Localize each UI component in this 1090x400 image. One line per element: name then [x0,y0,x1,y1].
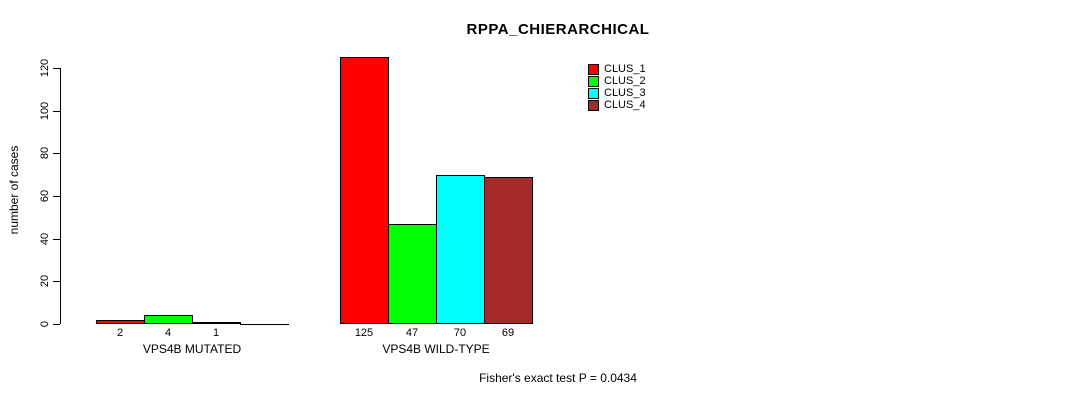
legend-label: CLUS_4 [604,99,646,111]
chart-title: RPPA_CHIERARCHICAL [466,21,650,38]
legend-label: CLUS_1 [604,63,646,75]
x-group-label: VPS4B WILD-TYPE [382,342,490,356]
y-tick-mark [53,324,60,325]
bar-clus_1-group1 [96,320,145,324]
bar-clus_3-group1 [192,322,241,324]
bar-value-label: 4 [164,327,172,339]
y-tick-label: 100 [39,101,51,121]
bar-value-label: 70 [453,327,467,339]
legend-label: CLUS_3 [604,87,646,99]
x-group-label: VPS4B MUTATED [142,342,242,356]
legend-label: CLUS_2 [604,75,646,87]
legend-swatch-clus_3 [588,88,599,99]
bar-clus_4-group2 [484,177,533,324]
legend-swatch-clus_2 [588,76,599,87]
bar-value-label: 2 [116,327,124,339]
bar-clus_2-group2 [388,224,437,324]
y-tick-mark [53,196,60,197]
bar-value-label: 125 [354,327,374,339]
legend-swatch-clus_1 [588,64,599,75]
y-tick-mark [53,239,60,240]
y-tick-mark [53,281,60,282]
y-tick-label: 0 [39,320,51,328]
bar-clus_4-group1-zero [240,324,289,325]
bar-value-label: 47 [405,327,419,339]
bar-clus_3-group2 [436,175,485,324]
y-tick-label: 120 [39,58,51,78]
y-tick-mark [53,68,60,69]
bar-value-label: 1 [212,327,220,339]
legend-swatch-clus_4 [588,100,599,111]
fisher-test-annotation: Fisher's exact test P = 0.0434 [479,371,637,385]
y-axis-line [60,68,61,324]
y-tick-mark [53,111,60,112]
y-tick-label: 80 [39,146,51,160]
bar-clus_1-group2 [340,57,389,324]
y-tick-label: 60 [39,189,51,203]
y-tick-label: 20 [39,274,51,288]
y-axis-label: number of cases [7,145,21,235]
y-tick-mark [53,153,60,154]
bar-value-label: 69 [501,327,515,339]
y-tick-label: 40 [39,232,51,246]
bar-clus_2-group1 [144,315,193,324]
